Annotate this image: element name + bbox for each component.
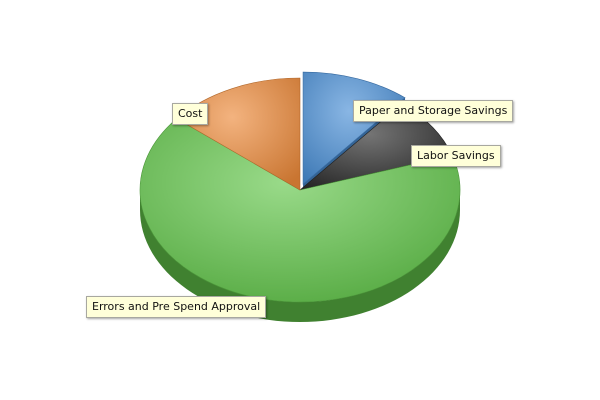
slice-label-cost: Cost bbox=[172, 103, 209, 125]
pie-slice-errors-and-pre-spend-approval bbox=[139, 118, 461, 303]
slice-label-errors-and-pre-spend-approval: Errors and Pre Spend Approval bbox=[86, 296, 267, 318]
slice-label-paper-and-storage-savings: Paper and Storage Savings bbox=[353, 100, 514, 122]
slice-label-labor-savings: Labor Savings bbox=[411, 145, 501, 167]
slice-side-errors-and-pre-spend-approval bbox=[140, 190, 460, 322]
